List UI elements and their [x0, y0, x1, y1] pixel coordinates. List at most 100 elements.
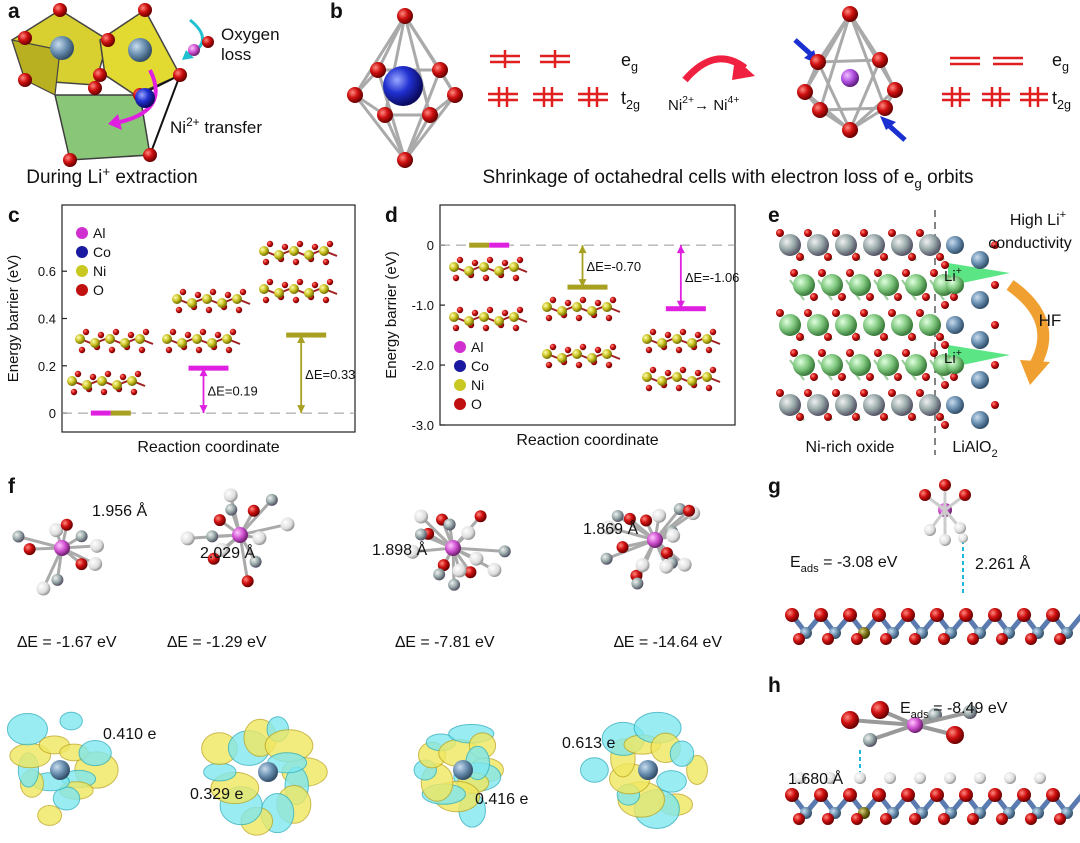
atom: [822, 813, 834, 825]
atom: [631, 577, 644, 590]
bond: [353, 94, 407, 161]
atom: [184, 331, 192, 339]
atom: [874, 349, 882, 357]
atom: [456, 256, 464, 264]
bond-length: 1.956 Å: [92, 501, 147, 520]
atom: [143, 148, 157, 162]
level-label: eg: [621, 50, 638, 74]
atom: [464, 566, 477, 579]
atom: [996, 813, 1008, 825]
annotation: LiAlO2: [952, 439, 997, 460]
atom: [479, 312, 489, 322]
atom: [793, 813, 805, 825]
energy-label: ∆E = -1.67 eV: [17, 634, 117, 651]
atom: [138, 3, 152, 17]
atom: [842, 122, 858, 138]
atom: [838, 373, 846, 381]
atom: [319, 246, 329, 256]
energy-level: [567, 284, 608, 290]
atom: [832, 309, 840, 317]
atom: [860, 309, 868, 317]
atom: [793, 274, 815, 296]
atom: [922, 293, 930, 301]
atom: [70, 388, 78, 396]
text-part: e: [1052, 50, 1062, 70]
atom: [18, 73, 32, 87]
bond: [353, 15, 407, 96]
atom: [908, 413, 916, 421]
atom: [274, 288, 284, 298]
atom: [640, 514, 653, 527]
atom: [888, 229, 896, 237]
atom: [939, 534, 951, 546]
atom: [75, 334, 85, 344]
atom: [51, 573, 64, 586]
atom: [304, 288, 314, 298]
y-axis-label: Energy barrier (eV): [383, 251, 400, 379]
atom: [660, 547, 673, 560]
atom: [1046, 788, 1060, 802]
text-part: orbits: [922, 167, 974, 188]
atom: [494, 316, 504, 326]
atom: [919, 314, 941, 336]
atom: [649, 366, 657, 374]
text-part: g: [914, 176, 921, 191]
legend-marker: [76, 227, 88, 239]
atom: [647, 532, 663, 548]
charge-lobe: [580, 757, 609, 783]
atom: [414, 528, 427, 541]
atom: [946, 726, 964, 744]
atom: [675, 384, 683, 392]
atom: [950, 373, 958, 381]
atom: [936, 333, 944, 341]
atom: [996, 633, 1008, 645]
atom: [36, 581, 51, 596]
text-part: Li: [944, 350, 956, 367]
atom: [884, 772, 896, 784]
atom: [322, 258, 330, 266]
panel-label: c: [8, 204, 20, 227]
atom: [941, 261, 949, 269]
atom: [397, 152, 413, 168]
atom: [469, 551, 484, 566]
atom: [804, 229, 812, 237]
text-part: = -8.49 eV: [929, 700, 1008, 717]
atom: [863, 394, 885, 416]
text-part: +: [956, 347, 962, 359]
atom: [991, 321, 999, 329]
atom: [664, 369, 672, 377]
atom: [971, 371, 989, 389]
atom: [179, 288, 187, 296]
y-tick-label: -3.0: [412, 418, 434, 433]
x-axis-label: Reaction coordinate: [137, 439, 279, 456]
atom: [846, 349, 854, 357]
y-axis-label: Energy barrier (eV): [5, 255, 22, 383]
atom: [605, 361, 613, 369]
charge-lobe: [78, 740, 112, 767]
atom: [213, 514, 226, 527]
atom: [134, 370, 142, 378]
arrow-head: [676, 300, 685, 309]
panel-label: g: [768, 475, 781, 498]
legend-marker: [454, 341, 466, 353]
atom: [223, 488, 238, 503]
bond-length: 2.261 Å: [975, 554, 1030, 573]
bond: [403, 15, 432, 116]
atom: [843, 788, 857, 802]
atom: [785, 608, 799, 622]
atom: [709, 366, 717, 374]
bond: [608, 526, 656, 542]
atom: [880, 413, 888, 421]
text-part: ads: [911, 709, 929, 721]
legend-label: Al: [471, 339, 483, 355]
atom: [1004, 772, 1016, 784]
atom: [101, 33, 115, 47]
atom: [93, 68, 107, 82]
atom: [796, 333, 804, 341]
atom: [206, 530, 219, 543]
atom: [659, 559, 674, 574]
arrow-head: [297, 335, 306, 344]
atom: [587, 353, 597, 363]
text-part: 2: [991, 448, 997, 460]
atom: [679, 366, 687, 374]
